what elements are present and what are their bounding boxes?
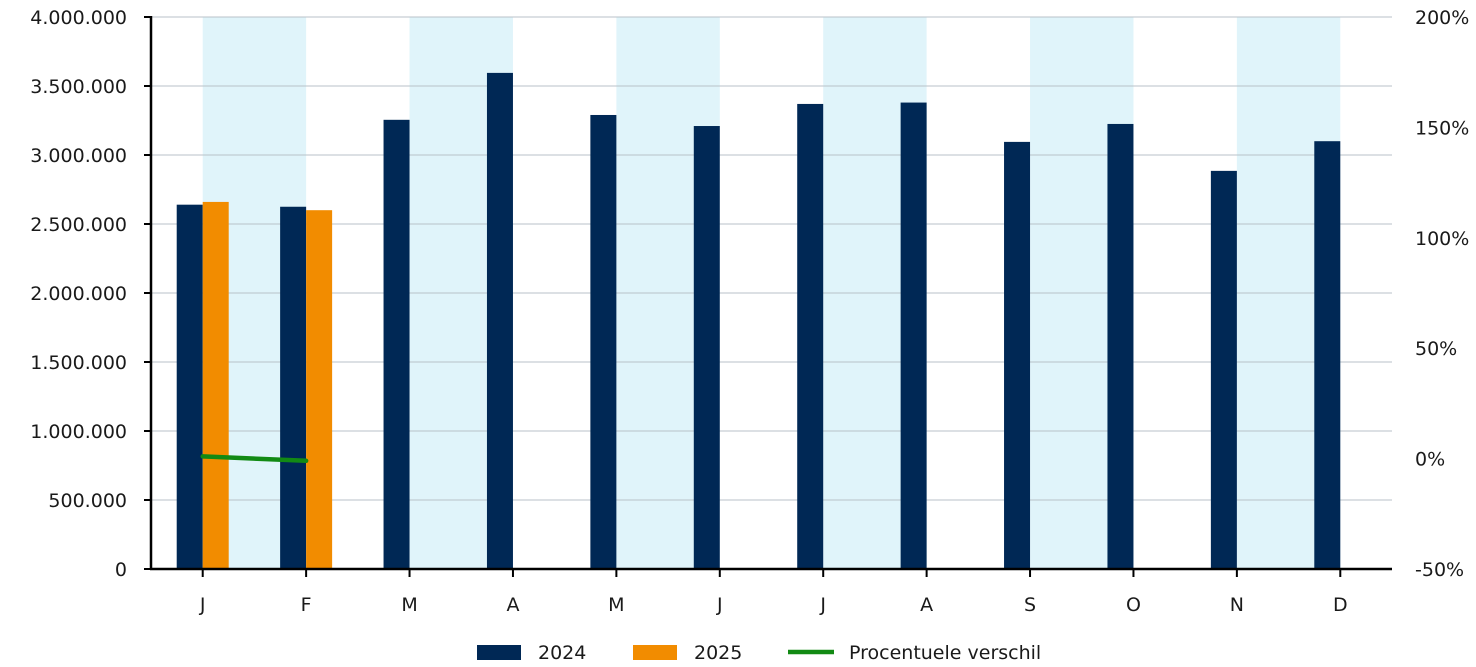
legend-label: Procentuele verschil (849, 642, 1041, 664)
y-right-tick-label: 100% (1415, 228, 1469, 250)
bar-2024 (797, 103, 824, 569)
gridlines (151, 16, 1392, 501)
line-procentuele-verschil (200, 454, 309, 464)
bar-2024 (383, 119, 410, 569)
x-tick-label: S (1024, 594, 1036, 616)
x-tick-label: F (301, 594, 312, 616)
y-right-tick-label: 0% (1415, 449, 1445, 471)
x-tick-label: M (608, 594, 624, 616)
bar-2025 (306, 210, 333, 569)
y-tick-label: 2.000.000 (30, 283, 127, 305)
bar-2025 (202, 201, 229, 570)
x-tick-label: D (1333, 594, 1348, 616)
y-tick-label: 1.000.000 (30, 421, 127, 443)
y-axis-right-ticks: -50% 0% 50% 100% 150% 200% (1415, 7, 1469, 581)
bar-2024 (176, 204, 203, 569)
y-right-tick-label: 50% (1415, 338, 1457, 360)
y-tick-label: 4.000.000 (30, 7, 127, 29)
bar-2024 (486, 72, 513, 569)
legend-label: 2024 (538, 642, 586, 664)
bar-2024 (1004, 141, 1031, 569)
x-tick-label: J (716, 594, 723, 616)
bar-2024 (280, 206, 307, 569)
bar-2024 (693, 126, 720, 570)
x-tick-label: A (920, 594, 933, 616)
bar-2024 (900, 102, 927, 569)
y-tick-label: 500.000 (48, 490, 127, 512)
y-right-tick-label: 150% (1415, 117, 1469, 139)
y-tick-label: 1.500.000 (30, 352, 127, 374)
legend-label: 2025 (694, 642, 742, 664)
x-tick-label: O (1126, 594, 1141, 616)
x-tick-label: A (506, 594, 519, 616)
legend-swatch (633, 645, 677, 660)
x-tick-label: M (401, 594, 417, 616)
y-tick-label: 2.500.000 (30, 214, 127, 236)
bar-2024 (1107, 123, 1134, 569)
bars (176, 72, 1341, 570)
bar-2024 (1210, 170, 1237, 569)
x-tick-label: J (199, 594, 206, 616)
bar-2024 (1314, 141, 1341, 569)
y-axis-left-ticks: 0 500.000 1.000.000 1.500.000 2.000.000 2.500… (30, 7, 151, 581)
y-right-tick-label: 200% (1415, 7, 1469, 29)
x-tick-label: N (1230, 594, 1244, 616)
legend: 2024 2025 Procentuele verschil (477, 642, 1041, 664)
y-right-tick-label: -50% (1415, 559, 1464, 581)
bar-2024 (590, 114, 617, 569)
legend-swatch (477, 645, 521, 660)
y-tick-label: 3.000.000 (30, 145, 127, 167)
x-tick-label: J (819, 594, 826, 616)
percent-line (200, 454, 309, 464)
y-tick-label: 0 (115, 559, 127, 581)
y-tick-label: 3.500.000 (30, 76, 127, 98)
